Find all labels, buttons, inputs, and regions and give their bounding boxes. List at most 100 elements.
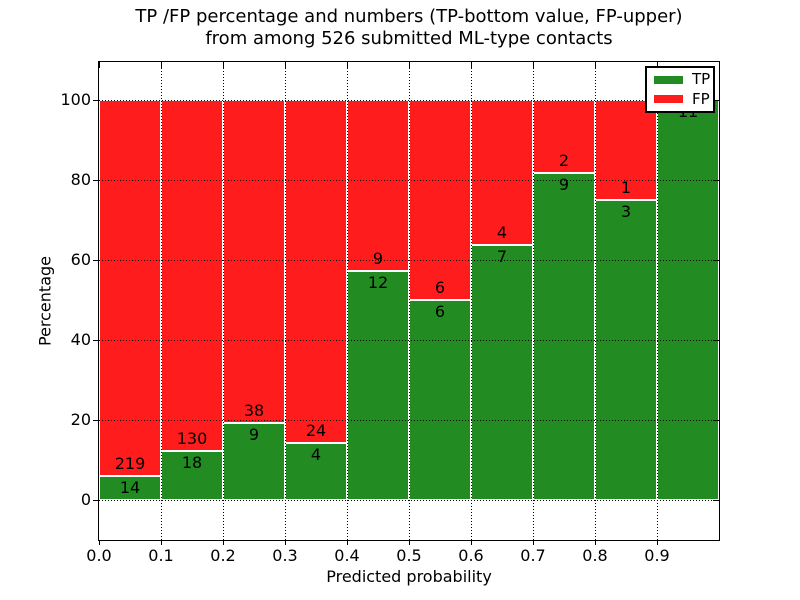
tp-count-label: 12: [367, 273, 389, 293]
fp-bar-segment: [347, 100, 409, 272]
plot-area: 21914130183892449126647291311: [98, 61, 720, 541]
x-tick-top: [99, 62, 100, 68]
y-gridline: [99, 500, 719, 501]
legend-label: TP: [692, 70, 711, 89]
fp-legend-swatch: [654, 95, 683, 104]
x-tick-bottom: [657, 540, 658, 545]
x-tick-bottom: [471, 540, 472, 545]
x-tick-bottom: [533, 540, 534, 545]
x-tick-label: 0.9: [644, 546, 670, 565]
tp-bar-segment: [657, 100, 719, 500]
fp-count-label: 38: [243, 401, 265, 421]
x-tick-bottom: [223, 540, 224, 545]
y-tick-left: [93, 500, 98, 501]
x-tick-top: [657, 62, 658, 68]
fp-count-label: 130: [176, 429, 208, 449]
y-tick-left: [93, 340, 98, 341]
x-gridline: [533, 62, 534, 540]
x-gridline: [657, 62, 658, 540]
tp-count-label: 9: [558, 174, 570, 194]
legend: TP FP: [645, 66, 715, 113]
x-gridline: [347, 62, 348, 540]
y-gridline: [99, 100, 719, 101]
x-tick-top: [161, 62, 162, 68]
x-tick-top: [595, 62, 596, 68]
tp-bar-segment: [595, 200, 657, 500]
x-gridline: [471, 62, 472, 540]
y-tick-right: [713, 340, 719, 341]
x-gridline: [285, 62, 286, 540]
x-tick-top: [285, 62, 286, 68]
fp-bar-segment: [285, 100, 347, 443]
tp-bar-segment: [347, 271, 409, 500]
fp-bar-segment: [161, 100, 223, 452]
y-tick-label: 20: [70, 410, 91, 429]
fp-count-label: 9: [372, 249, 384, 269]
chart-title-line1: TP /FP percentage and numbers (TP-bottom…: [135, 6, 683, 27]
x-tick-label: 0.5: [396, 546, 422, 565]
x-gridline: [223, 62, 224, 540]
x-tick-bottom: [409, 540, 410, 545]
x-tick-bottom: [99, 540, 100, 545]
x-tick-bottom: [595, 540, 596, 545]
tp-count-label: 6: [434, 302, 446, 321]
y-tick-right: [713, 260, 719, 261]
x-tick-top: [347, 62, 348, 68]
x-tick-label: 0.7: [520, 546, 546, 565]
x-tick-top: [471, 62, 472, 68]
y-gridline: [99, 420, 719, 421]
x-tick-label: 0.3: [272, 546, 298, 565]
fp-count-label: 24: [305, 420, 327, 440]
y-tick-label: 100: [60, 90, 91, 109]
chart-title-line2: from among 526 submitted ML-type contact…: [205, 28, 613, 49]
x-gridline: [409, 62, 410, 540]
fp-bar-segment: [223, 100, 285, 424]
x-axis-label: Predicted probability: [326, 567, 492, 586]
x-gridline: [595, 62, 596, 540]
y-tick-left: [93, 420, 98, 421]
y-tick-label: 0: [80, 490, 91, 509]
fp-count-label: 1: [620, 178, 632, 197]
tp-count-label: 14: [119, 477, 141, 497]
tp-bar-segment: [223, 423, 285, 500]
fp-count-label: 2: [558, 150, 570, 170]
y-gridline: [99, 340, 719, 341]
x-tick-top: [223, 62, 224, 68]
y-gridline: [99, 180, 719, 181]
y-tick-left: [93, 180, 98, 181]
y-tick-left: [93, 260, 98, 261]
y-tick-right: [713, 500, 719, 501]
tp-count-label: 9: [248, 425, 260, 445]
tp-bar-segment: [471, 245, 533, 500]
fp-bar-segment: [471, 100, 533, 246]
y-tick-right: [713, 420, 719, 421]
fp-count-label: 6: [434, 278, 446, 297]
chart-title: TP /FP percentage and numbers (TP-bottom…: [99, 6, 719, 50]
x-tick-label: 0.8: [582, 546, 608, 565]
x-tick-top: [409, 62, 410, 68]
x-tick-label: 0.1: [148, 546, 174, 565]
legend-label: FP: [692, 89, 710, 108]
x-tick-label: 0.0: [86, 546, 112, 565]
y-tick-right: [713, 180, 719, 181]
y-tick-label: 60: [70, 250, 91, 269]
fp-bar-segment: [409, 100, 471, 300]
x-tick-label: 0.6: [458, 546, 484, 565]
x-tick-bottom: [347, 540, 348, 545]
fp-bar-segment: [99, 100, 161, 476]
tp-count-label: 7: [496, 247, 508, 267]
x-tick-label: 0.4: [334, 546, 360, 565]
tp-bar-segment: [533, 172, 595, 500]
tp-bar-segment: [409, 300, 471, 500]
y-gridline: [99, 260, 719, 261]
y-tick-label: 40: [70, 330, 91, 349]
fp-count-label: 4: [496, 223, 508, 243]
tp-count-label: 4: [310, 444, 322, 464]
x-gridline: [161, 62, 162, 540]
y-tick-left: [93, 100, 98, 101]
x-tick-bottom: [161, 540, 162, 545]
legend-entry: TP: [647, 70, 713, 90]
tp-count-label: 18: [181, 453, 203, 473]
tp-count-label: 3: [620, 202, 632, 221]
y-tick-label: 80: [70, 170, 91, 189]
